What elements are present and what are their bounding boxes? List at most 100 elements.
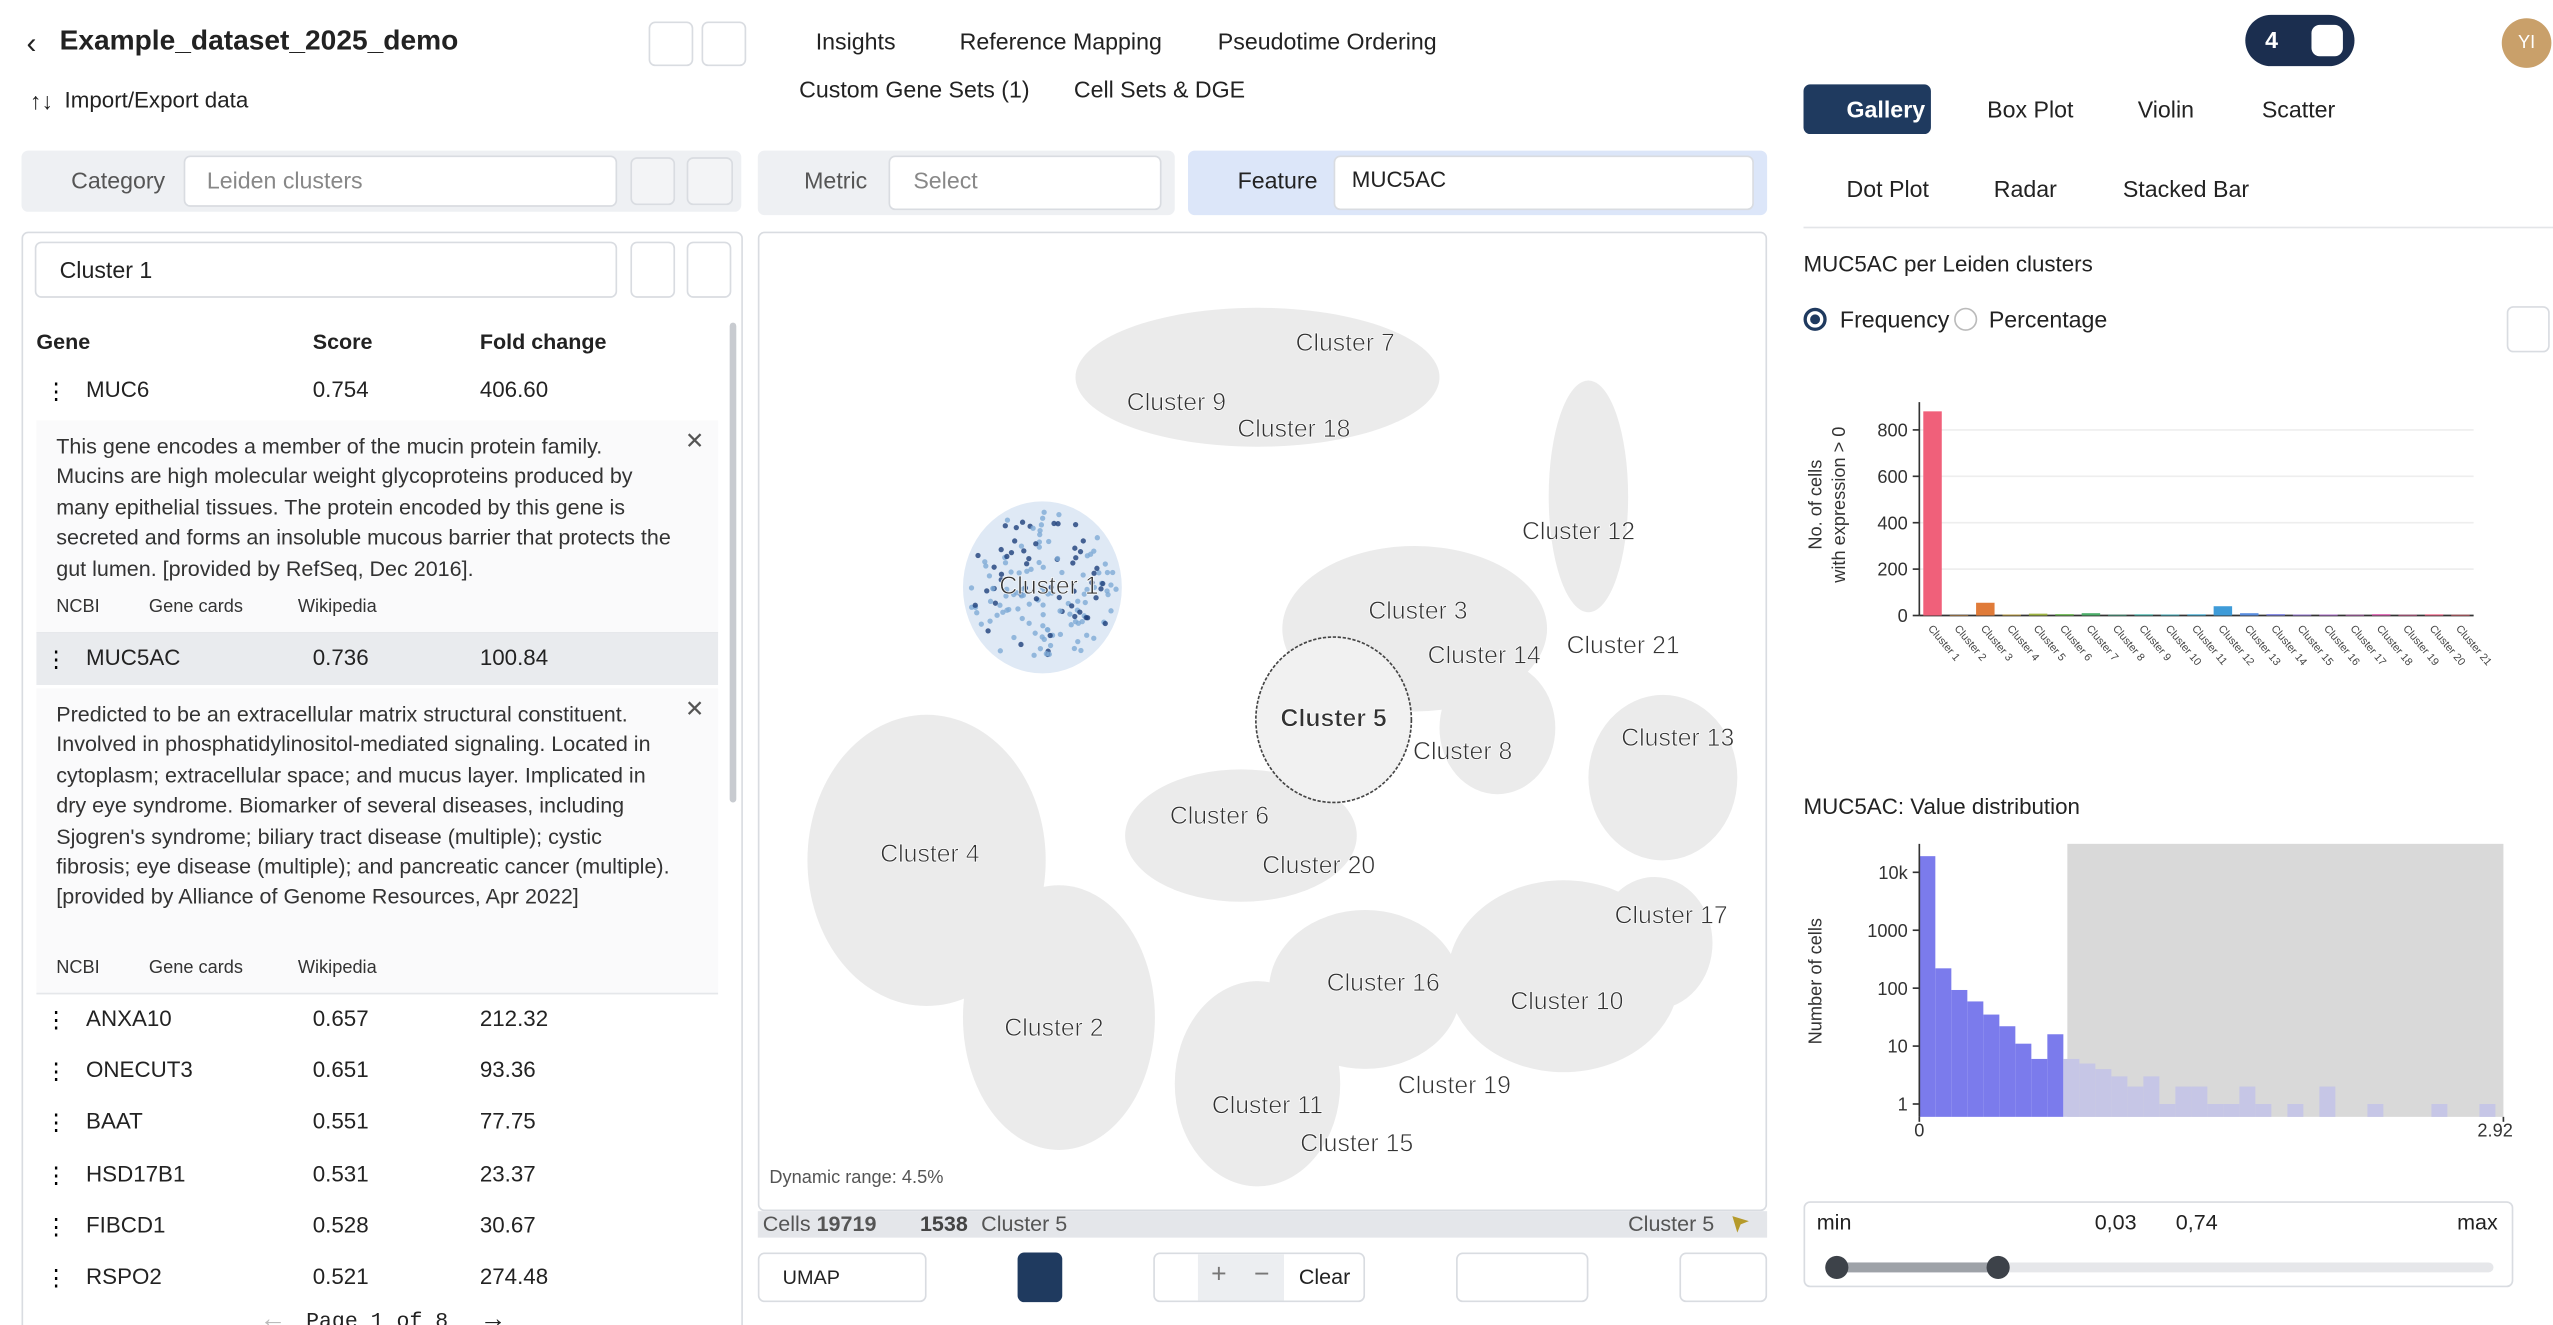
y-axis-label: No. of cells <box>1806 460 1826 550</box>
plot-tab[interactable]: Box Plot <box>1987 95 2074 123</box>
y-tick-label: 10k <box>1878 863 1908 883</box>
gene-link[interactable]: Gene cards <box>148 597 244 618</box>
back-icon[interactable]: ‹ <box>26 26 37 60</box>
gene[interactable]: BAAT <box>86 1108 143 1134</box>
zoom-buttons[interactable] <box>1197 1254 1284 1301</box>
row-menu[interactable]: ⋮ <box>44 1212 68 1240</box>
points-button[interactable] <box>1017 1252 1063 1303</box>
nav-item[interactable]: Custom Gene Sets (1) <box>799 76 1030 103</box>
radio-label[interactable]: Percentage <box>1988 306 2108 333</box>
cluster-select[interactable] <box>34 241 618 298</box>
column-header[interactable]: Fold change <box>479 329 607 355</box>
gene[interactable]: RSPO2 <box>86 1264 162 1289</box>
nav-item[interactable]: Pseudotime Ordering <box>1217 28 1437 55</box>
histogram-bar <box>2127 1086 2144 1117</box>
row-menu[interactable]: ⋮ <box>44 1005 68 1033</box>
gene[interactable]: HSD17B1 <box>86 1161 186 1187</box>
cells-label: Cells <box>762 1211 811 1236</box>
plot-tab[interactable]: Violin <box>2137 95 2194 123</box>
y-tick-label: 100 <box>1877 979 1907 999</box>
embedding-plot[interactable] <box>757 231 1768 1212</box>
x-tick-label: Cluster 16 <box>2321 623 2362 668</box>
expand-button[interactable] <box>2506 306 2550 353</box>
badge-count: 4 <box>2265 26 2279 53</box>
scrollbar[interactable] <box>729 322 737 803</box>
plot-tab[interactable]: Radar <box>1993 175 2057 202</box>
info-button[interactable] <box>701 21 747 67</box>
close[interactable]: ✕ <box>685 426 705 454</box>
gene[interactable]: FIBCD1 <box>86 1212 166 1238</box>
nav-item[interactable]: Insights <box>815 28 896 55</box>
close[interactable]: ✕ <box>685 694 705 722</box>
minus[interactable]: − <box>1254 1260 1270 1289</box>
bar <box>2266 614 2285 616</box>
gene-link[interactable]: NCBI <box>56 597 100 618</box>
row-menu[interactable]: ⋮ <box>44 645 68 672</box>
gene[interactable]: ONECUT3 <box>86 1057 193 1083</box>
clear-button[interactable]: Clear <box>1298 1264 1351 1289</box>
x-tick-label: Cluster 4 <box>2004 623 2041 664</box>
score: 0.651 <box>312 1057 369 1083</box>
row-menu[interactable]: ⋮ <box>44 377 68 404</box>
row-menu[interactable]: ⋮ <box>44 1057 68 1084</box>
row-menu[interactable]: ⋮ <box>44 1108 68 1136</box>
gene[interactable]: MUC5AC <box>86 645 181 671</box>
radio[interactable] <box>1954 307 1978 331</box>
radio-selected[interactable] <box>1803 307 1827 331</box>
category-select[interactable] <box>183 155 618 207</box>
chart-title: MUC5AC: Value distribution <box>1803 794 2080 820</box>
row-menu[interactable]: ⋮ <box>44 1161 68 1189</box>
avatar[interactable] <box>2501 18 2552 68</box>
expand-button[interactable] <box>686 241 732 298</box>
column-header[interactable]: Score <box>312 329 373 355</box>
plot-tab[interactable]: Dot Plot <box>1846 175 1929 202</box>
cluster-select-value: Cluster 1 <box>59 256 153 283</box>
bar <box>2398 614 2417 616</box>
x-tick-label: 0 <box>1914 1121 1924 1141</box>
expand-button[interactable] <box>686 157 733 206</box>
radio-label[interactable]: Frequency <box>1839 306 1950 333</box>
plot-tab[interactable]: Stacked Bar <box>2122 175 2250 202</box>
plot-tab[interactable]: Gallery <box>1846 95 1926 123</box>
y-axis-label: with expression > 0 <box>1829 427 1849 584</box>
import-export[interactable]: Import/Export data <box>64 87 249 113</box>
gallery-tab[interactable] <box>1803 84 1931 135</box>
fold-change: 77.75 <box>479 1108 536 1134</box>
x-tick-label: Cluster 5 <box>2031 623 2068 664</box>
histogram-bar <box>2191 1086 2208 1117</box>
y-tick-label: 1 <box>1898 1095 1908 1115</box>
nav-item[interactable]: Cell Sets & DGE <box>1073 76 1246 103</box>
nav-item[interactable]: Reference Mapping <box>959 28 1162 55</box>
histogram-bar <box>2255 1104 2272 1117</box>
gene-link[interactable]: Wikipedia <box>297 597 377 618</box>
copy-button[interactable] <box>630 241 676 298</box>
chart-title: MUC5AC per Leiden clusters <box>1803 251 2093 277</box>
bolt-button[interactable] <box>630 157 676 206</box>
tool-group[interactable] <box>1456 1252 1589 1303</box>
metric-select[interactable] <box>888 155 1162 211</box>
gene-link[interactable]: NCBI <box>56 958 100 978</box>
separator <box>1803 226 2553 229</box>
fold-change: 23.37 <box>479 1161 536 1187</box>
metric-value: Select <box>913 167 978 194</box>
bar <box>2424 614 2444 616</box>
projection-select[interactable] <box>757 1252 927 1303</box>
prev-page[interactable]: ← <box>259 1305 287 1325</box>
column-header[interactable]: Gene <box>36 329 91 355</box>
y-tick-label: 400 <box>1877 513 1907 533</box>
comment-button[interactable] <box>648 21 694 67</box>
gene-link[interactable]: Wikipedia <box>297 958 377 978</box>
gene-link[interactable]: Gene cards <box>148 958 244 978</box>
download-group[interactable] <box>1679 1252 1768 1303</box>
feature-input[interactable] <box>1333 155 1754 211</box>
range-slider[interactable] <box>1803 1201 2514 1288</box>
bar <box>2160 614 2180 616</box>
next-page[interactable]: → <box>479 1305 507 1325</box>
plot-tab[interactable]: Scatter <box>2261 95 2336 123</box>
x-tick-label: Cluster 20 <box>2427 623 2468 668</box>
gene[interactable]: ANXA10 <box>86 1005 172 1031</box>
plus[interactable]: + <box>1211 1260 1227 1289</box>
gene[interactable]: MUC6 <box>86 377 150 403</box>
row-menu[interactable]: ⋮ <box>44 1264 68 1289</box>
